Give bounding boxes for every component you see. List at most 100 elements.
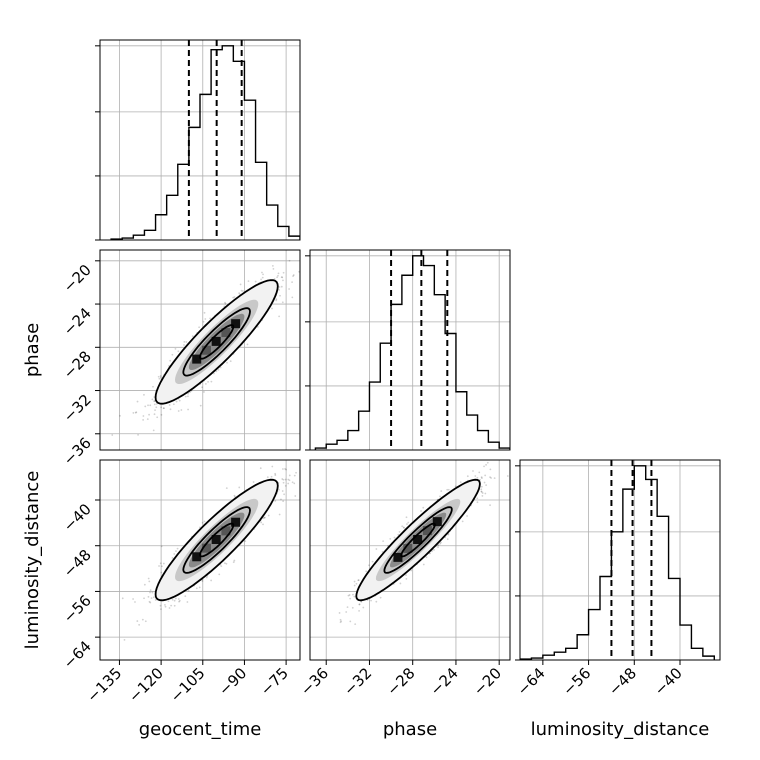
density-geocent-time-vs-luminosity-distance-point	[259, 467, 262, 470]
density-phase-vs-luminosity-distance-point	[483, 481, 486, 484]
density-phase-vs-luminosity-distance-point	[481, 495, 484, 497]
density-geocent-time-vs-phase-point	[278, 315, 281, 318]
density-geocent-time-vs-luminosity-distance-core-cell	[221, 526, 231, 536]
density-geocent-time-vs-luminosity-distance-point	[143, 597, 145, 600]
density-phase-vs-luminosity-distance-point	[358, 603, 361, 606]
density-geocent-time-vs-luminosity-distance-point	[238, 486, 241, 489]
density-phase-vs-luminosity-distance-point	[410, 569, 413, 572]
density-phase-vs-luminosity-distance-point	[358, 603, 361, 606]
density-geocent-time-vs-phase-point	[187, 408, 189, 411]
density-geocent-time-vs-luminosity-distance-point	[149, 591, 151, 594]
density-geocent-time-vs-phase-point	[209, 317, 212, 320]
density-phase-vs-luminosity-distance-point	[353, 595, 356, 598]
density-phase-vs-luminosity-distance-point	[420, 510, 422, 512]
density-geocent-time-vs-phase-point	[187, 395, 189, 398]
density-geocent-time-vs-phase-point	[217, 369, 220, 371]
density-geocent-time-vs-phase-point	[152, 385, 154, 388]
density-geocent-time-vs-phase-point	[219, 366, 222, 369]
density-geocent-time-vs-luminosity-distance-point	[151, 591, 154, 594]
density-phase-vs-luminosity-distance-point	[437, 546, 439, 549]
hist-luminosity-distance-bars	[520, 465, 715, 660]
density-geocent-time-vs-luminosity-distance-point	[141, 618, 144, 621]
density-geocent-time-vs-phase-point	[215, 370, 218, 373]
density-geocent-time-vs-luminosity-distance-point	[143, 583, 146, 586]
xtick-label-luminosity-distance: −40	[651, 664, 686, 699]
density-geocent-time-vs-luminosity-distance-point	[178, 600, 180, 603]
density-geocent-time-vs-phase-point	[143, 393, 145, 396]
density-geocent-time-vs-luminosity-distance-point	[282, 500, 285, 503]
density-phase-vs-luminosity-distance-point	[480, 488, 483, 491]
density-phase-vs-luminosity-distance-point	[478, 471, 481, 474]
density-phase-vs-luminosity-distance-contour-1sigma	[400, 522, 436, 558]
density-geocent-time-vs-luminosity-distance-point	[282, 478, 285, 481]
density-geocent-time-vs-phase-point	[229, 360, 232, 363]
density-phase-vs-luminosity-distance-contour-3sigma	[355, 478, 481, 602]
density-geocent-time-vs-phase-point	[213, 372, 215, 375]
density-geocent-time-vs-phase-frame	[99, 249, 301, 451]
density-geocent-time-vs-phase-point	[119, 414, 121, 417]
density-geocent-time-vs-luminosity-distance-point	[186, 601, 189, 603]
density-geocent-time-vs-luminosity-distance-point	[134, 601, 136, 603]
density-phase-vs-luminosity-distance-frame	[309, 459, 511, 661]
density-phase-vs-luminosity-distance-point	[489, 468, 492, 471]
density-geocent-time-vs-luminosity-distance-point	[263, 516, 266, 519]
density-geocent-time-vs-phase-point	[146, 418, 149, 421]
density-geocent-time-vs-luminosity-distance-point	[123, 638, 126, 641]
density-geocent-time-vs-phase-point	[242, 290, 244, 292]
density-geocent-time-vs-luminosity-distance-point	[173, 599, 176, 602]
density-phase-vs-luminosity-distance-point	[357, 579, 360, 582]
density-geocent-time-vs-phase-point	[175, 400, 178, 403]
density-phase-vs-luminosity-distance-point	[402, 526, 405, 529]
density-geocent-time-vs-luminosity-distance-point	[225, 562, 228, 565]
density-phase-vs-luminosity-distance-point	[459, 481, 462, 484]
density-phase-vs-luminosity-distance-core-cell	[432, 517, 442, 527]
hist-luminosity-distance-frame	[519, 459, 721, 661]
density-phase-vs-luminosity-distance-point	[484, 492, 487, 495]
density-geocent-time-vs-phase-point	[275, 299, 278, 302]
density-geocent-time-vs-luminosity-distance-point	[270, 475, 273, 478]
density-geocent-time-vs-phase-point	[162, 407, 165, 410]
density-geocent-time-vs-luminosity-distance-point	[148, 580, 151, 583]
density-phase-vs-luminosity-distance-core-cell	[393, 552, 403, 562]
density-phase-vs-luminosity-distance-point	[425, 556, 428, 559]
density-geocent-time-vs-phase-point	[169, 408, 172, 411]
density-geocent-time-vs-luminosity-distance-point	[177, 598, 180, 600]
density-geocent-time-vs-phase-point	[198, 326, 201, 329]
density-geocent-time-vs-luminosity-distance-point	[295, 471, 297, 474]
density-geocent-time-vs-luminosity-distance-point	[284, 467, 286, 470]
density-geocent-time-vs-luminosity-distance-point	[121, 597, 124, 600]
density-geocent-time-vs-phase-point	[185, 341, 188, 343]
density-geocent-time-vs-phase-point	[288, 259, 291, 262]
density-geocent-time-vs-luminosity-distance-point	[160, 571, 163, 574]
density-phase-vs-luminosity-distance-point	[368, 564, 370, 567]
density-phase-vs-luminosity-distance-point	[476, 476, 479, 479]
density-geocent-time-vs-luminosity-distance-contour-3sigma	[154, 478, 279, 602]
density-geocent-time-vs-phase-point	[207, 380, 209, 383]
density-phase-vs-luminosity-distance-point	[490, 477, 492, 479]
density-phase-vs-luminosity-distance-plot	[338, 461, 509, 626]
density-phase-vs-luminosity-distance-point	[466, 475, 469, 478]
density-phase-vs-luminosity-distance-point	[493, 477, 496, 480]
density-geocent-time-vs-phase-point	[279, 294, 281, 297]
density-geocent-time-vs-luminosity-distance-point	[271, 465, 274, 468]
density-geocent-time-vs-phase-point	[246, 343, 249, 346]
density-geocent-time-vs-luminosity-distance-point	[148, 600, 151, 603]
density-phase-vs-luminosity-distance-point	[446, 538, 449, 541]
ytick-label-phase: −20	[60, 261, 95, 296]
density-geocent-time-vs-luminosity-distance-point	[195, 587, 198, 590]
density-phase-vs-luminosity-distance-point	[472, 470, 474, 472]
hist-geocent-time-bars	[110, 45, 300, 240]
density-geocent-time-vs-phase-point	[288, 288, 291, 290]
density-geocent-time-vs-luminosity-distance-point	[308, 470, 310, 472]
density-geocent-time-vs-luminosity-distance-point	[160, 545, 163, 548]
density-phase-vs-luminosity-distance-point	[405, 577, 408, 580]
density-phase-vs-luminosity-distance-point	[346, 606, 349, 609]
density-geocent-time-vs-phase-point	[153, 400, 156, 402]
y-axis-label-luminosity-distance: luminosity_distance	[22, 471, 43, 650]
density-phase-vs-luminosity-distance-point	[405, 516, 408, 519]
density-geocent-time-vs-phase-point	[184, 395, 187, 398]
density-geocent-time-vs-phase-point	[202, 320, 205, 323]
density-phase-vs-luminosity-distance-point	[481, 492, 484, 494]
density-geocent-time-vs-luminosity-distance-point	[284, 485, 287, 487]
density-geocent-time-vs-phase-point	[203, 311, 206, 314]
